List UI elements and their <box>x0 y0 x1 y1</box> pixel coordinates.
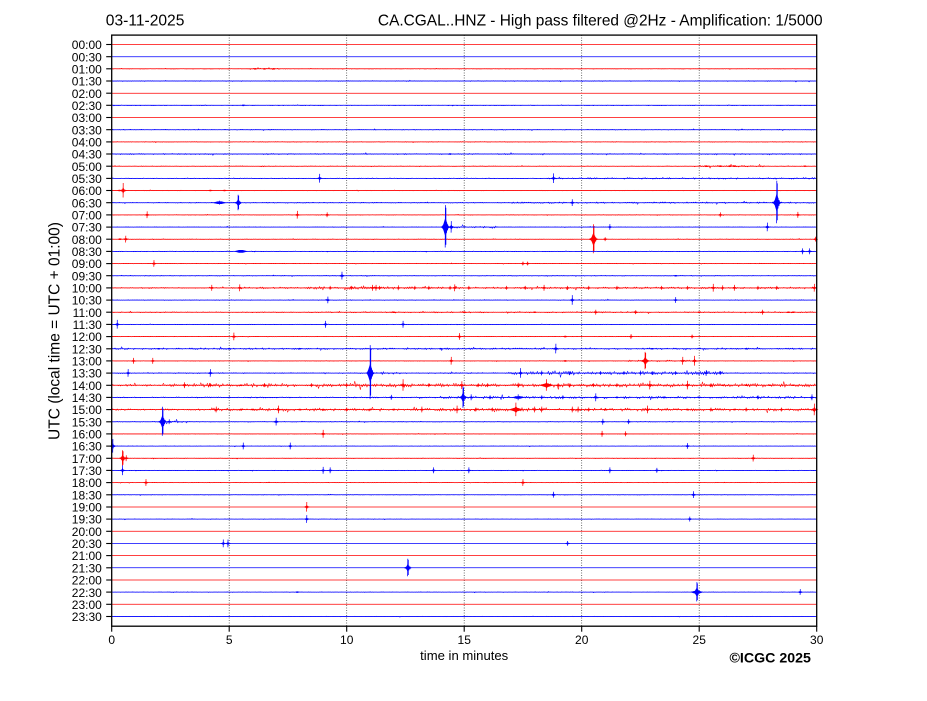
svg-text:21:00: 21:00 <box>72 549 102 563</box>
svg-text:01:30: 01:30 <box>72 75 102 89</box>
svg-text:04:00: 04:00 <box>72 136 102 150</box>
svg-text:21:30: 21:30 <box>72 561 102 575</box>
svg-text:20: 20 <box>575 633 589 647</box>
svg-text:10: 10 <box>340 633 354 647</box>
svg-text:23:00: 23:00 <box>72 598 102 612</box>
svg-text:03-11-2025: 03-11-2025 <box>106 13 185 30</box>
svg-text:20:30: 20:30 <box>72 537 102 551</box>
svg-text:04:30: 04:30 <box>72 148 102 162</box>
svg-text:15: 15 <box>458 633 472 647</box>
svg-text:19:30: 19:30 <box>72 513 102 527</box>
svg-text:22:00: 22:00 <box>72 574 102 588</box>
svg-text:18:30: 18:30 <box>72 488 102 502</box>
svg-text:02:30: 02:30 <box>72 99 102 113</box>
svg-text:23:30: 23:30 <box>72 610 102 624</box>
svg-text:05:00: 05:00 <box>72 160 102 174</box>
svg-text:25: 25 <box>693 633 707 647</box>
svg-text:00:30: 00:30 <box>72 50 102 64</box>
svg-text:14:30: 14:30 <box>72 391 102 405</box>
svg-text:19:00: 19:00 <box>72 501 102 515</box>
svg-text:16:30: 16:30 <box>72 440 102 454</box>
svg-text:14:00: 14:00 <box>72 379 102 393</box>
svg-text:13:00: 13:00 <box>72 355 102 369</box>
svg-text:15:30: 15:30 <box>72 415 102 429</box>
svg-text:01:00: 01:00 <box>72 62 102 76</box>
svg-text:08:30: 08:30 <box>72 245 102 259</box>
svg-text:05:30: 05:30 <box>72 172 102 186</box>
svg-text:06:00: 06:00 <box>72 184 102 198</box>
svg-text:20:00: 20:00 <box>72 525 102 539</box>
svg-text:17:30: 17:30 <box>72 464 102 478</box>
svg-text:5: 5 <box>226 633 233 647</box>
svg-text:11:30: 11:30 <box>73 318 102 332</box>
svg-text:11:00: 11:00 <box>73 306 102 320</box>
svg-text:09:00: 09:00 <box>72 257 102 271</box>
svg-text:07:00: 07:00 <box>72 209 102 223</box>
svg-text:22:30: 22:30 <box>72 586 102 600</box>
svg-text:15:00: 15:00 <box>72 403 102 417</box>
svg-text:03:00: 03:00 <box>72 111 102 125</box>
svg-text:16:00: 16:00 <box>72 428 102 442</box>
svg-text:00:00: 00:00 <box>72 38 102 52</box>
svg-text:10:30: 10:30 <box>72 294 102 308</box>
svg-text:0: 0 <box>108 633 115 647</box>
svg-text:13:30: 13:30 <box>72 367 102 381</box>
svg-text:30: 30 <box>810 633 824 647</box>
svg-text:06:30: 06:30 <box>72 196 102 210</box>
svg-text:17:00: 17:00 <box>72 452 102 466</box>
svg-text:time in minutes: time in minutes <box>420 648 509 663</box>
svg-text:10:00: 10:00 <box>72 282 102 296</box>
svg-text:07:30: 07:30 <box>72 221 102 235</box>
svg-text:12:30: 12:30 <box>72 342 102 356</box>
svg-text:03:30: 03:30 <box>72 123 102 137</box>
svg-text:18:00: 18:00 <box>72 476 102 490</box>
svg-text:UTC (local time = UTC + 01:00): UTC (local time = UTC + 01:00) <box>47 222 64 440</box>
svg-text:08:00: 08:00 <box>72 233 102 247</box>
svg-text:12:00: 12:00 <box>72 330 102 344</box>
svg-text:02:00: 02:00 <box>72 87 102 101</box>
svg-text:©ICGC 2025: ©ICGC 2025 <box>729 650 811 666</box>
svg-text:09:30: 09:30 <box>72 269 102 283</box>
svg-text:CA.CGAL..HNZ - High pass filte: CA.CGAL..HNZ - High pass filtered @2Hz -… <box>378 13 823 30</box>
